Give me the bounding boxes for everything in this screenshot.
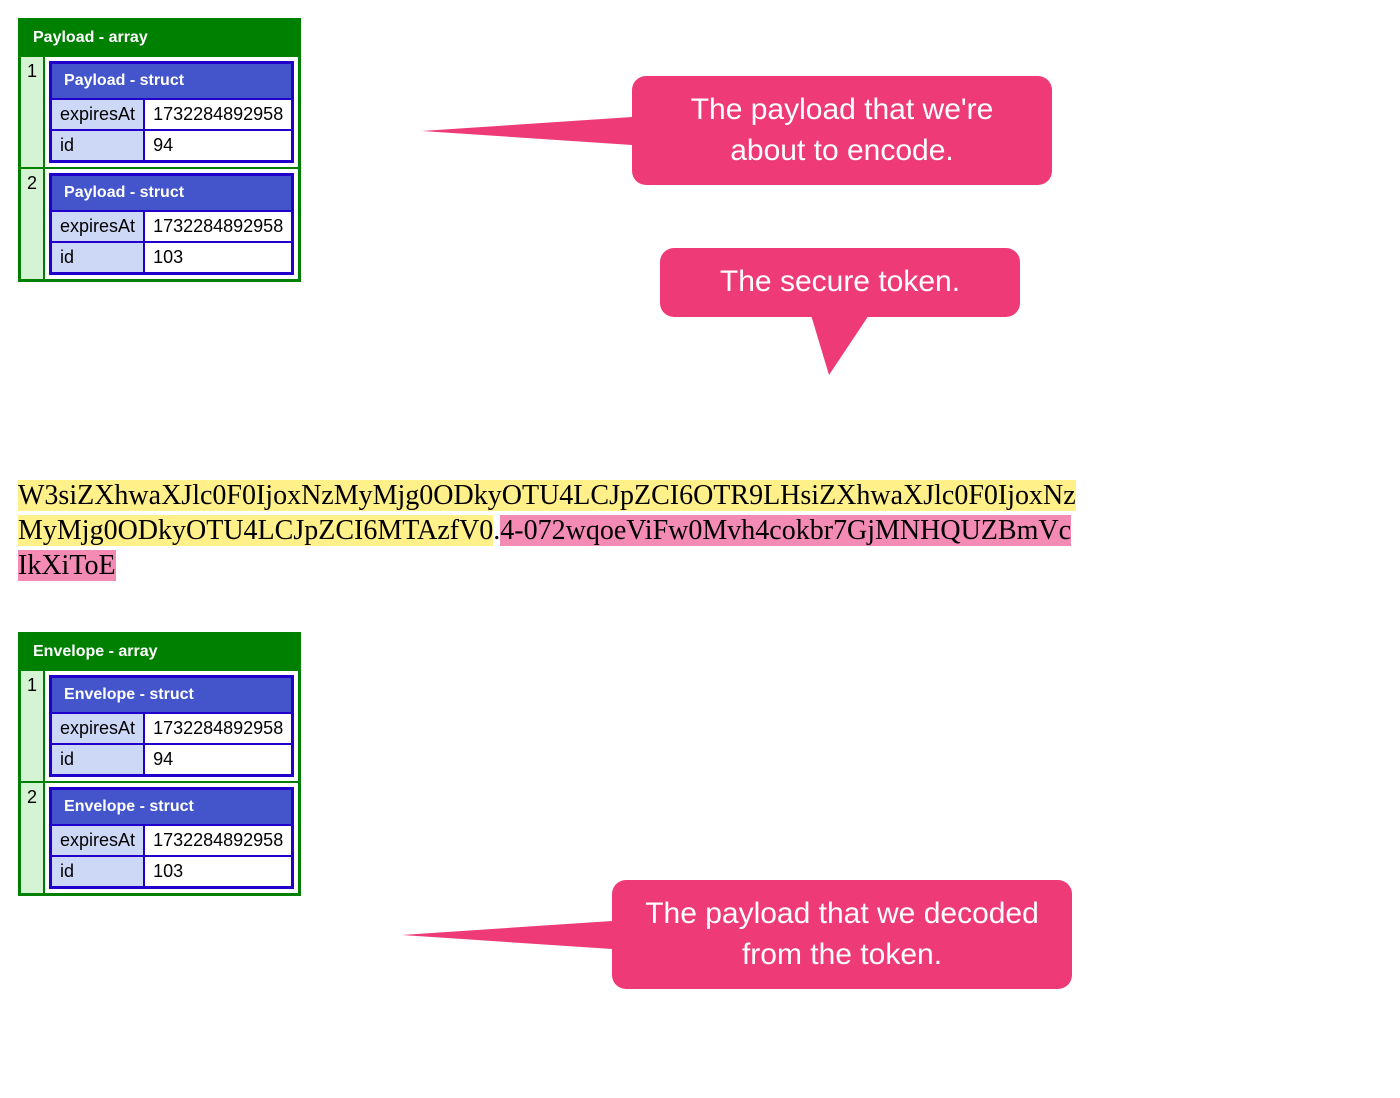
envelope-array-dump: Envelope - array 1 Envelope - struct exp… [18,632,370,896]
envelope-row-cell: Envelope - struct expiresAt 173228489295… [44,782,300,895]
payload-struct-header: Payload - struct [51,175,293,212]
callout-text: The payload that we're about to encode. [691,93,994,167]
struct-val-id: 103 [144,242,293,274]
payload-row-idx: 1 [20,56,45,168]
payload-struct-table: Payload - struct expiresAt 1732284892958… [49,61,294,163]
callout-payload-encode: The payload that we're about to encode. [632,76,1052,185]
callout-pointer-icon [422,117,632,145]
struct-val-expiresAt: 1732284892958 [144,713,293,744]
struct-val-expiresAt: 1732284892958 [144,99,293,130]
struct-val-id: 94 [144,744,293,776]
struct-key-id: id [51,130,145,162]
envelope-row-cell: Envelope - struct expiresAt 173228489295… [44,670,300,782]
struct-key-id: id [51,242,145,274]
token-block: W3siZXhwaXJlc0F0IjoxNzMyMjg0ODkyOTU4LCJp… [18,448,1078,613]
envelope-struct-table: Envelope - struct expiresAt 173228489295… [49,675,294,777]
callout-text: The payload that we decoded from the tok… [645,897,1039,971]
payload-row-cell: Payload - struct expiresAt 1732284892958… [44,56,300,168]
callout-pointer-icon [811,315,869,375]
payload-array-table: Payload - array 1 Payload - struct expir… [18,18,301,282]
struct-key-expiresAt: expiresAt [51,825,145,856]
payload-array-header: Payload - array [20,20,300,57]
callout-text: The secure token. [720,265,960,298]
struct-val-id: 103 [144,856,293,888]
envelope-array-table: Envelope - array 1 Envelope - struct exp… [18,632,301,896]
callout-secure-token: The secure token. [660,248,1020,317]
envelope-row-idx: 2 [20,782,45,895]
envelope-struct-table: Envelope - struct expiresAt 173228489295… [49,787,294,889]
envelope-row-idx: 1 [20,670,45,782]
callout-pointer-icon [402,921,612,949]
struct-key-expiresAt: expiresAt [51,713,145,744]
struct-key-id: id [51,744,145,776]
payload-struct-header: Payload - struct [51,63,293,100]
struct-key-id: id [51,856,145,888]
payload-row-idx: 2 [20,168,45,281]
struct-val-expiresAt: 1732284892958 [144,211,293,242]
struct-key-expiresAt: expiresAt [51,211,145,242]
struct-val-expiresAt: 1732284892958 [144,825,293,856]
payload-array-dump: Payload - array 1 Payload - struct expir… [18,18,370,282]
envelope-array-header: Envelope - array [20,634,300,671]
callout-payload-decoded: The payload that we decoded from the tok… [612,880,1072,989]
envelope-struct-header: Envelope - struct [51,677,293,714]
payload-struct-table: Payload - struct expiresAt 1732284892958… [49,173,294,275]
payload-row-cell: Payload - struct expiresAt 1732284892958… [44,168,300,281]
envelope-struct-header: Envelope - struct [51,789,293,826]
struct-key-expiresAt: expiresAt [51,99,145,130]
struct-val-id: 94 [144,130,293,162]
